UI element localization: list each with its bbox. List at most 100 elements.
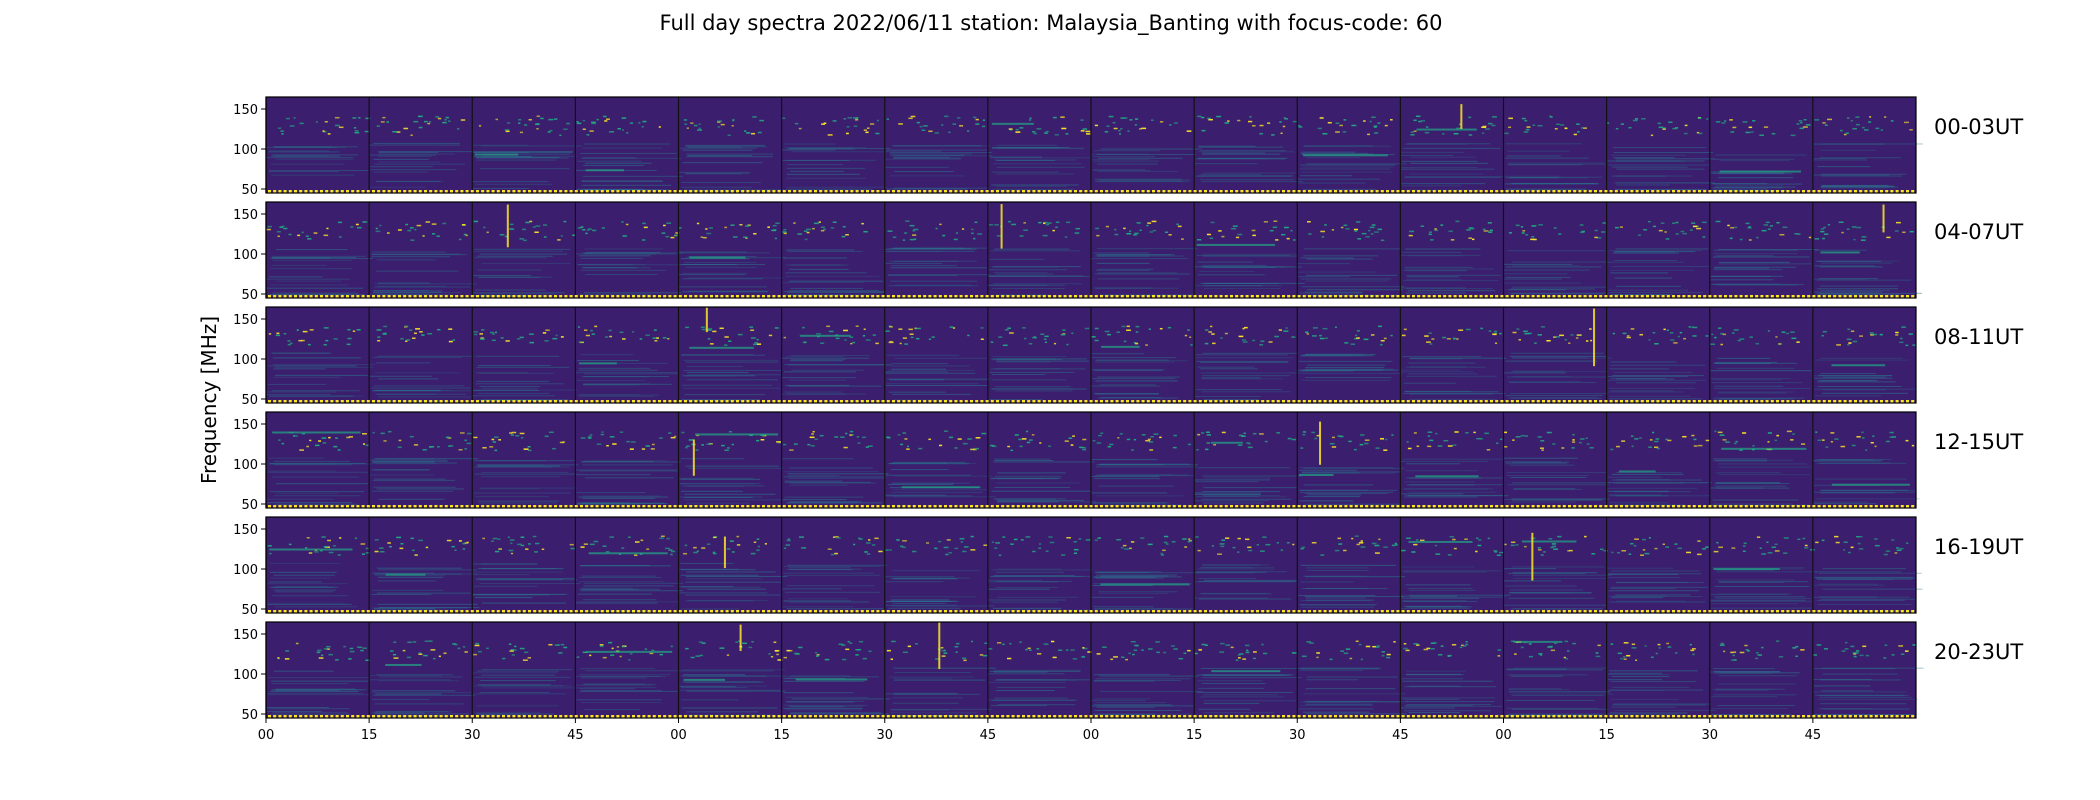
x-tick-label: 45 <box>567 728 584 743</box>
row-label: 20-23UT <box>1934 640 2023 664</box>
y-tick-label: 50 <box>241 708 258 723</box>
row-label: 04-07UT <box>1934 220 2023 244</box>
segment-spectrum <box>1297 116 1407 190</box>
segment-spectrum <box>1297 535 1406 608</box>
segment-spectrum <box>1503 222 1610 295</box>
segment-spectrum <box>1298 640 1409 715</box>
y-tick-label: 50 <box>241 393 258 408</box>
segment-spectrum <box>266 221 374 296</box>
segment-spectrum <box>1504 308 1612 399</box>
segment-spectrum <box>783 640 891 715</box>
segment-spectrum <box>1091 640 1203 715</box>
segment-spectrum <box>885 115 993 190</box>
x-tick-label: 30 <box>1289 728 1306 743</box>
segment-spectrum <box>1091 432 1198 506</box>
x-tick-label: 00 <box>1495 728 1512 743</box>
y-tick-label: 100 <box>233 143 258 158</box>
spectra-row: 50 100 150 08-11UT <box>233 306 2023 408</box>
segment-spectrum <box>988 536 1093 611</box>
spectra-row: 50 100 150 00-03UT <box>233 96 2023 198</box>
segment-spectrum <box>371 536 480 611</box>
segment-spectrum <box>1401 220 1501 294</box>
segment-spectrum <box>1711 220 1819 286</box>
bottom-marker-row <box>268 715 1915 718</box>
segment-spectrum <box>1607 220 1711 296</box>
x-tick-label: 45 <box>980 728 997 743</box>
x-tick-label: 30 <box>1701 728 1718 743</box>
segment-spectrum <box>884 325 991 401</box>
segment-spectrum <box>988 640 1092 707</box>
segment-spectrum <box>575 641 679 711</box>
bottom-marker-row <box>268 190 1915 193</box>
segment-spectrum <box>681 307 783 402</box>
y-tick-label: 50 <box>241 603 258 618</box>
y-tick-label: 150 <box>233 313 258 328</box>
segment-spectrum <box>266 116 371 192</box>
bottom-marker-row <box>268 505 1915 508</box>
segment-spectrum <box>1813 641 1924 716</box>
segment-spectrum <box>781 325 892 395</box>
x-tick-label: 15 <box>1186 728 1203 743</box>
row-label: 16-19UT <box>1934 535 2023 559</box>
segment-spectrum <box>987 204 1090 296</box>
segment-spectrum <box>679 535 788 610</box>
x-tick-label: 00 <box>1083 728 1100 743</box>
spectra-row: 50 100 150 20-23UT <box>233 621 2023 723</box>
segment-spectrum <box>1503 431 1611 503</box>
y-tick-label: 100 <box>233 668 258 683</box>
y-tick-label: 150 <box>233 523 258 538</box>
segment-spectrum <box>1400 104 1505 191</box>
segment-spectrum <box>1194 220 1305 289</box>
segment-spectrum <box>885 535 995 609</box>
y-tick-label: 150 <box>233 628 258 643</box>
segment-spectrum <box>1400 431 1509 498</box>
segment-spectrum <box>989 430 1097 503</box>
segment-spectrum <box>782 430 889 504</box>
segment-spectrum <box>1607 116 1715 190</box>
spectra-row: 50 100 150 16-19UT <box>233 516 2023 618</box>
segment-spectrum <box>472 115 582 189</box>
segment-spectrum <box>266 431 372 505</box>
segment-spectrum <box>1813 204 1923 296</box>
x-tick-label: 15 <box>1598 728 1615 743</box>
bottom-marker-row <box>268 295 1915 298</box>
segment-spectrum <box>1194 536 1298 600</box>
row-label: 00-03UT <box>1934 115 2023 139</box>
segment-spectrum <box>678 222 786 293</box>
segment-spectrum <box>1813 116 1923 192</box>
segment-spectrum <box>1400 641 1502 714</box>
y-tick-label: 50 <box>241 183 258 198</box>
x-tick-label: 00 <box>670 728 687 743</box>
segment-spectrum <box>1607 326 1709 402</box>
x-tick-label: 15 <box>773 728 790 743</box>
segment-spectrum <box>1298 421 1405 505</box>
y-tick-label: 100 <box>233 458 258 473</box>
spectra-rows: 50 100 150 00-03UT 50 100 150 04-07UT 50 100 150 08… <box>233 96 2023 723</box>
segment-spectrum <box>575 325 678 397</box>
y-tick-label: 100 <box>233 248 258 263</box>
segment-spectrum <box>267 536 370 608</box>
segment-spectrum <box>1709 536 1818 609</box>
segment-spectrum <box>1091 535 1198 610</box>
segment-spectrum <box>1813 326 1917 397</box>
segment-spectrum <box>990 116 1091 191</box>
segment-spectrum <box>575 431 681 505</box>
segment-spectrum <box>1194 325 1304 401</box>
segment-spectrum <box>369 221 477 296</box>
segment-spectrum <box>678 116 784 192</box>
segment-spectrum <box>1194 115 1304 183</box>
spectra-row: 50 100 150 04-07UT <box>233 201 2023 303</box>
segment-spectrum <box>1091 115 1202 182</box>
bottom-marker-row <box>268 610 1915 613</box>
segment-spectrum <box>575 115 683 191</box>
y-tick-label: 100 <box>233 353 258 368</box>
row-frame <box>265 516 1917 614</box>
row-frame <box>265 201 1917 299</box>
segment-spectrum <box>884 220 990 287</box>
x-tick-label: 30 <box>876 728 893 743</box>
row-frame <box>265 306 1917 404</box>
segment-spectrum <box>1297 325 1403 381</box>
segment-spectrum <box>1606 642 1716 715</box>
segment-spectrum <box>1091 220 1198 296</box>
segment-spectrum <box>1710 430 1811 506</box>
